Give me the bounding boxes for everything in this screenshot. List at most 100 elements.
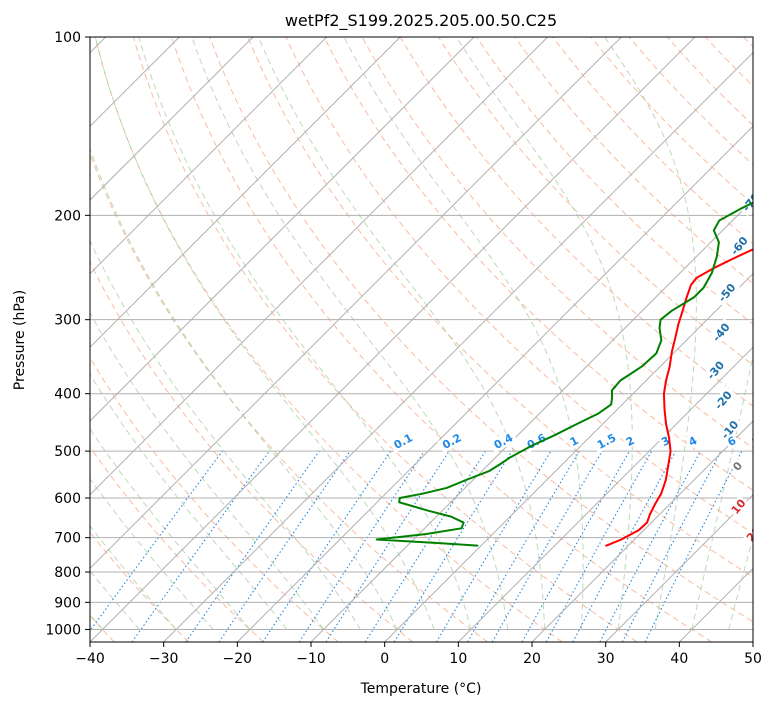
plot-area: -100-90-80-70-60-50-40-30-20-100.10.20.4… bbox=[90, 37, 764, 642]
plot-frame bbox=[89, 36, 754, 643]
moist-adiabats bbox=[90, 37, 753, 630]
chart-title: wetPf2_S199.2025.205.00.50.C25 bbox=[285, 11, 557, 31]
y-tick-label: 900 bbox=[54, 595, 81, 611]
moist-adiabat-label: 20 bbox=[744, 524, 764, 544]
x-axis-label: Temperature (°C) bbox=[360, 681, 482, 697]
x-tick-label: −20 bbox=[223, 651, 253, 667]
moist-adiabat-line bbox=[191, 37, 509, 630]
mixing-ratio-line bbox=[131, 450, 270, 642]
moist-adiabat-line bbox=[691, 353, 753, 630]
dry-adiabat-line bbox=[476, 37, 753, 325]
dry-adiabat-label-background bbox=[716, 415, 743, 444]
mixing-ratio-label-background bbox=[684, 432, 701, 450]
moist-adiabat-line bbox=[90, 373, 288, 630]
isotherm-line bbox=[457, 346, 753, 642]
y-tick-label: 700 bbox=[54, 531, 81, 547]
x-tick-label: 0 bbox=[380, 651, 389, 667]
y-axis-label: Pressure (hPa) bbox=[12, 290, 28, 390]
moist-adiabat-label-background bbox=[727, 495, 750, 518]
isotherm-line bbox=[90, 37, 254, 201]
isotherm-line bbox=[236, 125, 753, 642]
dry-adiabats bbox=[90, 37, 753, 642]
dry-adiabat-label-background bbox=[725, 231, 753, 260]
mixing-ratio-label-background bbox=[621, 432, 638, 450]
mixing-ratio-label-background bbox=[437, 429, 467, 453]
moist-adiabat-line bbox=[728, 535, 753, 630]
y-axis: 100 200 300 400 500 600 700 800 900 1000 bbox=[45, 30, 90, 638]
mixing-ratio-line bbox=[435, 450, 552, 642]
mixing-ratio-line bbox=[572, 450, 677, 642]
dry-adiabat-line bbox=[90, 260, 414, 642]
x-tick-label: 50 bbox=[744, 651, 762, 667]
mixing-ratio-label-background bbox=[747, 432, 753, 450]
moist-adiabat-label-background bbox=[742, 522, 753, 546]
mixing-ratio-label-background bbox=[592, 429, 621, 453]
moist-adiabat-line bbox=[90, 427, 251, 630]
mixing-ratio-line bbox=[90, 450, 223, 632]
dewpoint-profile-line bbox=[375, 201, 753, 547]
isotherm-line bbox=[90, 37, 475, 422]
moist-adiabat-line bbox=[94, 37, 435, 630]
dry-adiabat-label-background bbox=[707, 318, 735, 347]
moist-adiabat-label-background bbox=[728, 457, 746, 475]
isotherm-line bbox=[90, 37, 696, 642]
x-axis: −40 −30 −20 −10 0 10 20 30 40 50 bbox=[75, 642, 762, 667]
moist-adiabat-line bbox=[90, 524, 177, 630]
y-tick-label: 600 bbox=[54, 491, 81, 507]
dry-adiabat-line bbox=[247, 37, 753, 578]
isotherm-line bbox=[90, 37, 401, 349]
dry-adiabat-label-background bbox=[737, 188, 753, 217]
dry-adiabat-line bbox=[514, 37, 753, 285]
mixing-ratio-line bbox=[364, 450, 486, 642]
mixing-ratio-label-background bbox=[488, 429, 518, 453]
isotherm-line bbox=[605, 493, 753, 642]
mixing-ratio-line bbox=[185, 450, 320, 642]
y-tick-label: 200 bbox=[54, 208, 81, 224]
x-tick-label: 40 bbox=[670, 651, 688, 667]
dry-adiabat-label-background bbox=[713, 278, 740, 307]
moist-adiabat-line bbox=[455, 37, 633, 630]
y-tick-label: 1000 bbox=[45, 622, 81, 638]
y-tick-label: 800 bbox=[54, 565, 81, 581]
moist-adiabat-line bbox=[604, 37, 697, 630]
y-tick-label: 500 bbox=[54, 444, 81, 460]
isotherm-line bbox=[163, 51, 753, 642]
dry-adiabat-line bbox=[90, 446, 264, 642]
x-tick-label: 20 bbox=[523, 651, 541, 667]
isotherm-line bbox=[90, 37, 549, 496]
mixing-ratio-line bbox=[218, 450, 351, 642]
isobar-grid bbox=[90, 37, 753, 630]
mixing-ratio-line bbox=[521, 450, 630, 642]
dry-adiabat-line bbox=[628, 37, 753, 166]
isotherm-line bbox=[531, 420, 753, 642]
mixing-ratio-label-background bbox=[388, 429, 418, 453]
series-layer bbox=[375, 201, 753, 547]
dry-adiabat-line bbox=[323, 37, 753, 491]
moist-adiabat-line bbox=[90, 239, 361, 630]
mixing-ratio-label-background bbox=[565, 432, 582, 450]
mixing-ratio-line bbox=[491, 450, 603, 642]
mixing-ratio-line bbox=[393, 450, 513, 642]
dry-adiabat-line bbox=[209, 37, 753, 623]
moist-adiabat-line bbox=[343, 37, 584, 630]
dry-adiabat-line bbox=[132, 37, 638, 642]
isotherm-line bbox=[384, 272, 753, 642]
isotherm-line bbox=[90, 37, 622, 570]
isotherm-line bbox=[90, 37, 328, 275]
moist-adiabat-line bbox=[90, 477, 214, 630]
x-tick-label: −40 bbox=[75, 651, 105, 667]
x-tick-label: 10 bbox=[449, 651, 467, 667]
y-tick-label: 100 bbox=[54, 30, 81, 46]
moist-adiabat-line bbox=[138, 37, 472, 630]
dry-adiabat-line bbox=[399, 37, 753, 407]
plot-background bbox=[90, 37, 753, 642]
dry-adiabat-label-background bbox=[709, 386, 737, 415]
y-tick-label: 400 bbox=[54, 387, 81, 403]
x-tick-label: 30 bbox=[597, 651, 615, 667]
mixing-ratio-label: 8 bbox=[750, 434, 763, 449]
moist-adiabat-line bbox=[90, 570, 140, 630]
mixing-ratio-line bbox=[467, 450, 580, 642]
dry-adiabat-label-background bbox=[702, 356, 729, 385]
mixing-ratio-label-background bbox=[723, 432, 740, 450]
